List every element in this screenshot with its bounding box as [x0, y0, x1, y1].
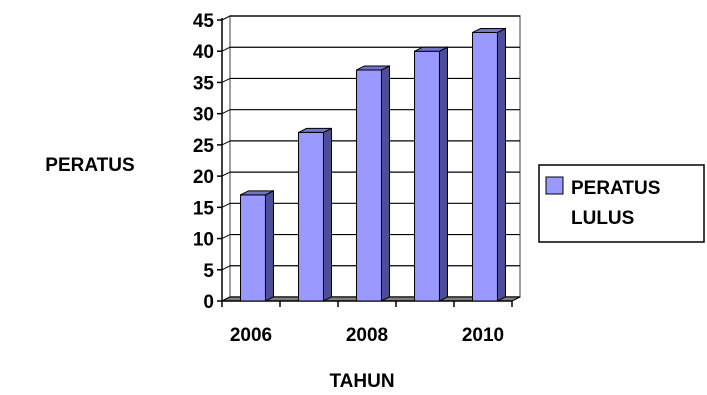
gridline-side	[221, 109, 231, 115]
gridline-side	[221, 46, 231, 52]
bar-front	[472, 31, 498, 302]
gridline-side	[221, 15, 231, 21]
bar-2007	[298, 127, 332, 302]
x-tick-label: 2006	[230, 325, 272, 346]
bar-top	[472, 27, 506, 33]
y-axis-label: PERATUS	[45, 155, 134, 176]
bars	[240, 27, 506, 302]
legend: PERATUS LULUS	[538, 164, 705, 243]
bar-2009	[414, 46, 448, 302]
gridline-side	[221, 171, 231, 177]
bar-2010	[472, 27, 506, 302]
bar-front	[356, 69, 382, 302]
legend-swatch	[545, 176, 564, 195]
y-tick-label: 25	[193, 136, 215, 157]
bar-2008	[356, 65, 390, 302]
bar-side	[322, 127, 332, 302]
y-tick-label: 0	[203, 292, 214, 313]
gridline-side	[221, 265, 231, 271]
y-tick-label: 45	[193, 11, 215, 32]
y-tick-label: 40	[193, 42, 214, 63]
bar-side	[380, 65, 390, 302]
gridline-side	[221, 140, 231, 146]
bar-front	[240, 194, 266, 302]
bar-2006	[240, 190, 274, 302]
y-tick-label: 15	[193, 198, 215, 219]
bar-top	[356, 65, 390, 71]
bar-front	[298, 131, 324, 302]
bar-side	[264, 190, 274, 302]
x-tick-label: 2010	[462, 325, 504, 346]
y-tick-labels: 0 5 10 15 20 25 30 35 40 45	[193, 11, 215, 313]
gridline-side	[221, 234, 231, 240]
x-tick-label: 2008	[346, 325, 388, 346]
bar-top	[414, 46, 448, 52]
bar-side	[438, 46, 448, 302]
gridline-side	[221, 202, 231, 208]
x-axis-label: TAHUN	[329, 371, 394, 392]
bar-side	[496, 27, 506, 302]
y-tick-label: 30	[193, 105, 214, 126]
legend-box	[538, 164, 705, 243]
legend-label-line2: LULUS	[571, 208, 634, 229]
gridline-side	[221, 77, 231, 83]
legend-label-line1: PERATUS	[571, 178, 660, 199]
y-tick-label: 35	[193, 73, 215, 94]
x-tick-labels: 2006 2008 2010	[230, 325, 504, 346]
bar-top	[298, 127, 332, 133]
y-tick-label: 5	[203, 261, 214, 282]
y-tick-label: 10	[193, 230, 214, 251]
y-tick-label: 20	[193, 167, 214, 188]
bar-front	[414, 50, 440, 302]
bar-top	[240, 190, 274, 196]
